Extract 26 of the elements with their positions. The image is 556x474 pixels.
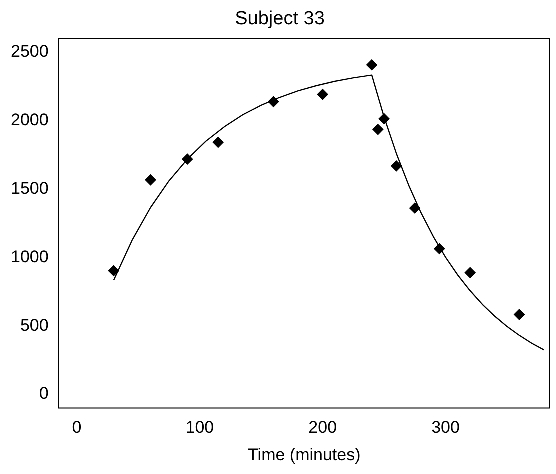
point [391, 160, 402, 172]
point [464, 267, 476, 278]
x-tick-label: 300 [432, 418, 460, 438]
y-tick-label: 1000 [10, 247, 49, 266]
point [317, 89, 328, 100]
y-tick-label: 0 [39, 384, 49, 404]
x-axis-title: Time (minutes) [248, 445, 361, 464]
point [182, 154, 194, 165]
point [268, 96, 280, 108]
y-tick-label: 2000 [10, 110, 49, 130]
y-tick-label: 2500 [10, 42, 49, 62]
point [366, 60, 378, 71]
point [410, 202, 421, 214]
point [372, 124, 384, 136]
point [145, 174, 156, 186]
point [378, 113, 390, 124]
x-tick-label: 100 [186, 418, 214, 438]
point [514, 309, 526, 320]
x-tick-label: 0 [72, 418, 82, 438]
y-tick-label: 500 [20, 316, 49, 335]
x-tick-label: 200 [308, 418, 338, 438]
point [108, 265, 120, 276]
y-tick-label: 1500 [10, 178, 49, 198]
point [212, 137, 224, 148]
point [434, 243, 446, 254]
chart-title: Subject 33 [235, 8, 325, 30]
